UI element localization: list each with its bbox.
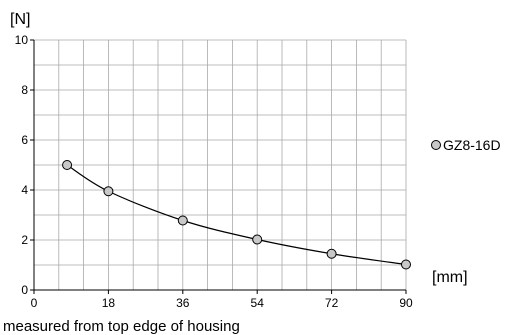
axis-note: measured from top edge of housing (3, 318, 240, 335)
y-tick-label: 2 (21, 233, 28, 247)
x-tick-label: 90 (399, 296, 413, 310)
data-point (326, 248, 337, 259)
y-tick-label: 6 (21, 133, 28, 147)
data-points (62, 160, 411, 270)
data-point (252, 234, 263, 245)
axes (33, 40, 406, 291)
x-tick-label: 36 (176, 296, 190, 310)
data-point (401, 259, 411, 270)
data-point (103, 186, 114, 197)
x-tick-label: 18 (102, 296, 116, 310)
y-tick-label: 10 (15, 33, 29, 47)
x-ticks: 0 18 36 54 72 90 (31, 290, 413, 310)
x-tick-label: 0 (31, 296, 38, 310)
legend: GZ8-16D (431, 137, 501, 153)
y-tick-label: 0 (21, 283, 28, 297)
y-axis-label: [N] (10, 11, 30, 28)
data-point (62, 160, 73, 170)
y-tick-label: 4 (21, 183, 28, 197)
legend-label: GZ8-16D (443, 137, 501, 153)
y-tick-label: 8 (21, 83, 28, 97)
x-axis-label: [mm] (432, 269, 468, 286)
x-tick-label: 54 (251, 296, 265, 310)
x-tick-label: 72 (325, 296, 339, 310)
grid (33, 39, 407, 291)
data-point (177, 215, 188, 226)
y-ticks: 0 2 4 6 8 10 (15, 33, 34, 297)
legend-marker (431, 140, 441, 150)
